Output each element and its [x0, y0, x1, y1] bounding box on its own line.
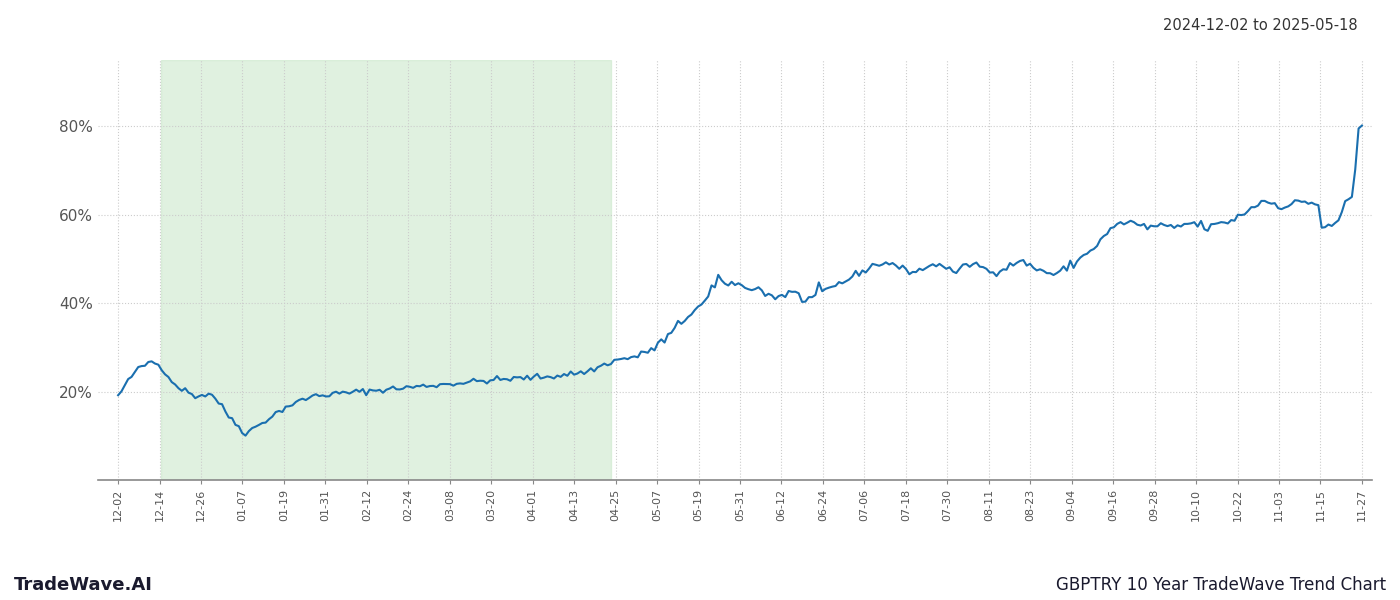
Text: TradeWave.AI: TradeWave.AI — [14, 576, 153, 594]
Text: GBPTRY 10 Year TradeWave Trend Chart: GBPTRY 10 Year TradeWave Trend Chart — [1056, 576, 1386, 594]
Bar — [161, 60, 610, 480]
Text: 2024-12-02 to 2025-05-18: 2024-12-02 to 2025-05-18 — [1163, 18, 1358, 33]
